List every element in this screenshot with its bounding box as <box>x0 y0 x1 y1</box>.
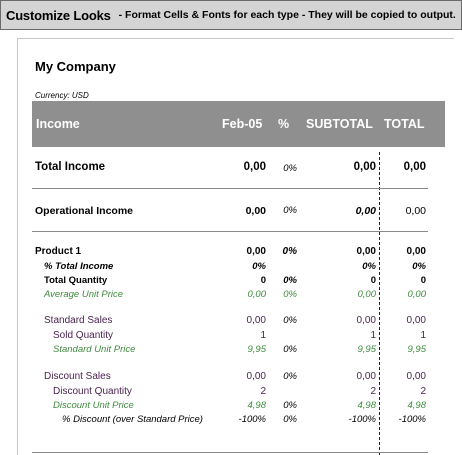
cell-pct[interactable]: 0% <box>283 315 297 326</box>
cell-feb[interactable]: 0,00 <box>245 205 266 217</box>
row-label: Discount Quantity <box>53 386 132 397</box>
cell-feb[interactable]: 0% <box>252 261 266 272</box>
page-break-line <box>379 152 380 455</box>
cell-subtotal[interactable]: 0,00 <box>353 161 376 173</box>
cell-total[interactable]: 0,00 <box>405 205 426 217</box>
row-label: Total Quantity <box>44 275 108 286</box>
cell-feb[interactable]: 0,00 <box>247 289 267 300</box>
cell-subtotal[interactable]: 0,00 <box>356 371 376 382</box>
row-label: Discount Sales <box>44 371 111 382</box>
divider <box>32 231 428 232</box>
banner-title: Customize Looks <box>6 7 111 23</box>
row-label: Sold Quantity <box>53 330 114 341</box>
header-income[interactable]: Income <box>36 117 80 131</box>
cell-subtotal[interactable]: 0,00 <box>355 205 376 217</box>
cell-feb[interactable]: 9,95 <box>247 344 267 355</box>
cell-pct[interactable]: 0% <box>283 289 297 300</box>
cell-total[interactable]: 0,00 <box>406 246 426 257</box>
cell-feb[interactable]: 0,00 <box>246 371 266 382</box>
cell-pct[interactable]: 0% <box>282 246 297 257</box>
cell-feb[interactable]: 4,98 <box>247 400 267 411</box>
row-label: Total Income <box>35 161 106 173</box>
row-label: Average Unit Price <box>44 289 124 300</box>
report-header-band[interactable]: Income Feb-05 % SUBTOTAL TOTAL <box>32 101 445 147</box>
cell-subtotal[interactable]: 0,00 <box>357 289 377 300</box>
cell-subtotal[interactable]: 9,95 <box>357 344 377 355</box>
row-label: Discount Unit Price <box>53 400 134 411</box>
cell-total[interactable]: 0,00 <box>406 315 426 326</box>
cell-subtotal[interactable]: 0,00 <box>356 315 376 326</box>
cell-feb[interactable]: 2 <box>260 386 266 397</box>
cell-feb[interactable]: 0,00 <box>243 161 266 173</box>
cell-feb[interactable]: 0,00 <box>246 315 266 326</box>
cell-subtotal[interactable]: 0% <box>362 261 376 272</box>
bottom-divider <box>32 452 428 453</box>
cell-subtotal[interactable]: 0,00 <box>356 246 376 257</box>
row-label: Standard Unit Price <box>53 344 136 355</box>
header-period[interactable]: Feb-05 <box>222 117 263 131</box>
cell-pct[interactable]: 0% <box>283 371 297 382</box>
cell-feb[interactable]: 0 <box>260 275 266 286</box>
header-total[interactable]: TOTAL <box>384 117 425 131</box>
row-label: % Total Income <box>44 261 114 272</box>
cell-total[interactable]: 2 <box>420 386 426 397</box>
customize-looks-banner: Customize Looks - Format Cells & Fonts f… <box>0 0 462 30</box>
cell-total[interactable]: 0,00 <box>406 371 426 382</box>
cell-total[interactable]: 0% <box>412 261 426 272</box>
company-name[interactable]: My Company <box>35 59 116 74</box>
cell-total[interactable]: 0,00 <box>403 161 426 173</box>
row-label: % Discount (over Standard Price) <box>62 414 203 425</box>
divider <box>32 188 428 189</box>
row-label: Standard Sales <box>44 315 113 326</box>
row-label: Operational Income <box>35 205 134 217</box>
cell-feb[interactable]: 0,00 <box>246 246 266 257</box>
cell-pct[interactable]: 0% <box>283 400 297 411</box>
cell-total[interactable]: 4,98 <box>407 400 427 411</box>
header-pct[interactable]: % <box>278 117 290 131</box>
cell-total[interactable]: 0,00 <box>407 289 427 300</box>
cell-pct[interactable]: 0% <box>283 414 297 425</box>
cell-total[interactable]: 9,95 <box>407 344 427 355</box>
banner-subtitle: - Format Cells & Fonts for each type - T… <box>118 9 456 21</box>
cell-total[interactable]: 0 <box>420 275 426 286</box>
currency-label[interactable]: Currency: USD <box>35 91 89 100</box>
cell-pct[interactable]: 0% <box>283 344 297 355</box>
cell-feb[interactable]: 1 <box>260 330 266 341</box>
cell-total[interactable]: -100% <box>398 414 426 425</box>
cell-pct[interactable]: 0% <box>283 275 297 286</box>
report-sheet: My Company Currency: USD Income Feb-05 %… <box>17 38 454 455</box>
cell-subtotal[interactable]: 2 <box>370 386 376 397</box>
cell-subtotal[interactable]: 1 <box>370 330 376 341</box>
cell-feb[interactable]: -100% <box>238 414 266 425</box>
cell-subtotal[interactable]: -100% <box>348 414 376 425</box>
cell-subtotal[interactable]: 0 <box>370 275 376 286</box>
header-subtotal[interactable]: SUBTOTAL <box>306 117 373 131</box>
row-label: Product 1 <box>35 246 82 257</box>
cell-pct[interactable]: 0% <box>283 205 297 216</box>
cell-pct[interactable]: 0% <box>283 163 297 174</box>
cell-total[interactable]: 1 <box>420 330 426 341</box>
cell-subtotal[interactable]: 4,98 <box>357 400 377 411</box>
